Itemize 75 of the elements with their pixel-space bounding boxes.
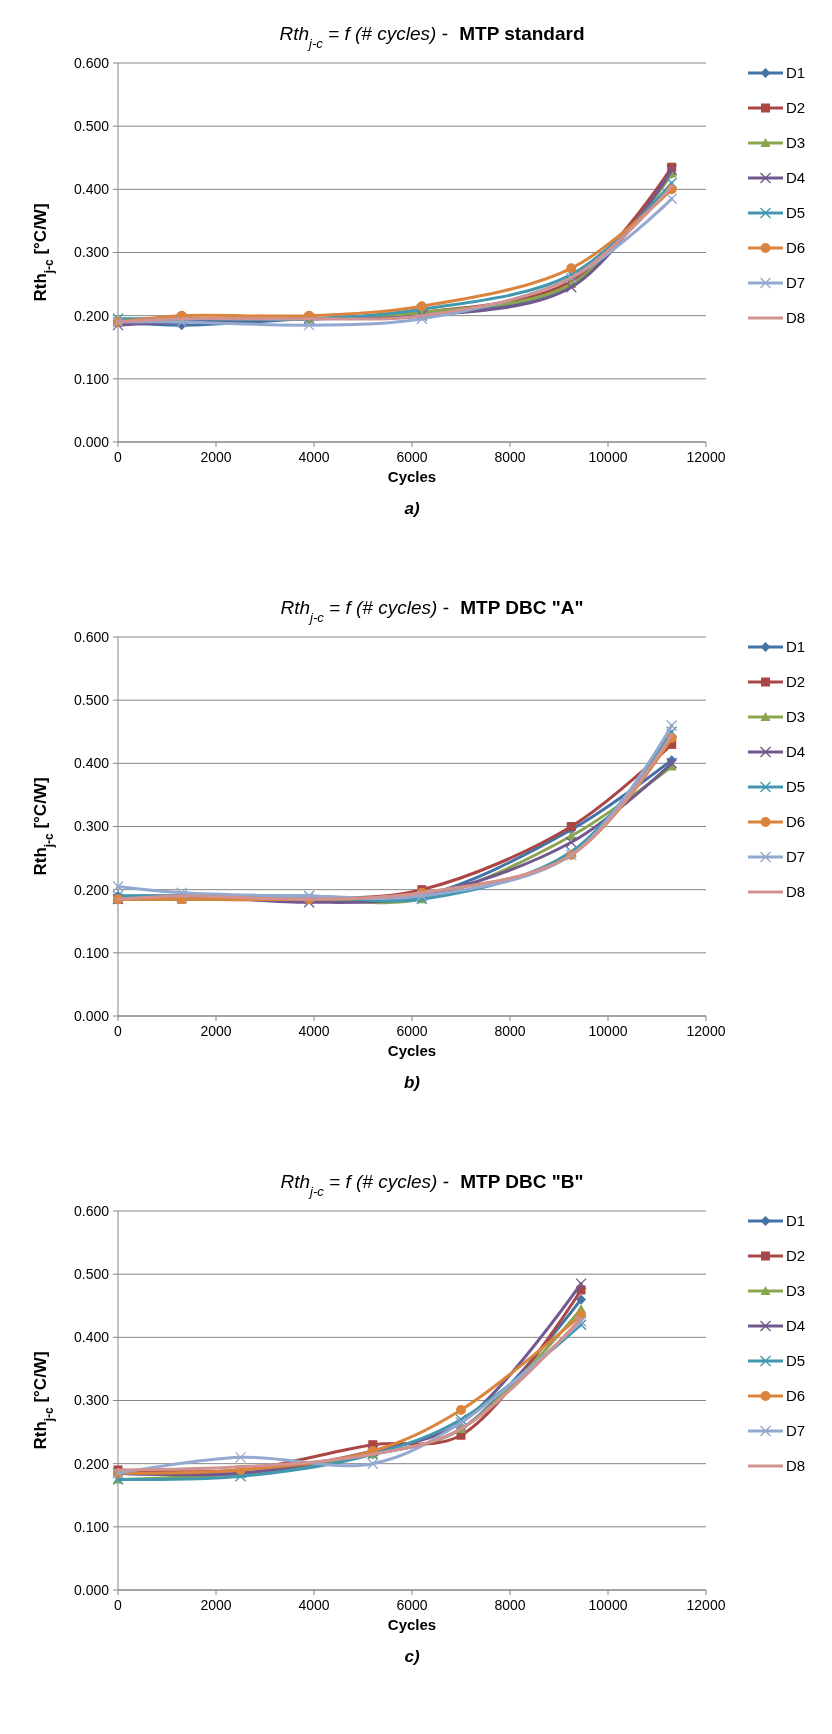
legend-label: D4 (786, 169, 806, 187)
y-tick-label: 0.200 (73, 307, 110, 324)
legend-label: D7 (786, 274, 806, 292)
y-tick-label: 0.600 (73, 628, 110, 645)
x-tick-label: 4000 (298, 449, 330, 465)
legend-label: D5 (786, 204, 806, 222)
x-tick-label: 2000 (200, 1023, 232, 1039)
y-tick-label: 0.500 (73, 692, 110, 709)
y-tick-label: 0.100 (73, 944, 110, 961)
x-tick-label: 10000 (588, 1023, 628, 1039)
chart-title: Rth$_{j-c}$ = f (# cycles) - MTP DBC "A" (280, 597, 584, 625)
x-tick-label: 12000 (686, 449, 726, 465)
x-tick-label: 6000 (396, 1597, 428, 1613)
y-tick-label: 0.000 (73, 1581, 110, 1598)
y-tick-label: 0.300 (73, 818, 110, 835)
chart-title: Rth$_{j-c}$ = f (# cycles) - MTP standard (279, 23, 585, 51)
y-tick-label: 0.300 (73, 1392, 110, 1409)
legend-label: D8 (786, 883, 806, 901)
x-tick-label: 4000 (298, 1023, 330, 1039)
text: c) (404, 1647, 420, 1666)
x-axis-title: Cycles (387, 1616, 437, 1633)
y-tick-label: 0.400 (73, 181, 110, 198)
chart-title: Rth$_{j-c}$ = f (# cycles) - MTP DBC "B" (280, 1171, 584, 1199)
x-tick-label: 6000 (396, 449, 428, 465)
legend-label: D2 (786, 99, 806, 117)
y-tick-label: 0.400 (73, 1329, 110, 1346)
legend-label: D1 (786, 64, 806, 82)
x-tick-label: 6000 (396, 1023, 428, 1039)
text: a) (404, 499, 420, 518)
x-tick-label: 0 (114, 1023, 123, 1039)
x-tick-label: 2000 (200, 1597, 232, 1613)
legend-label: D2 (786, 1247, 806, 1265)
x-tick-label: 8000 (494, 1597, 526, 1613)
y-tick-label: 0.200 (73, 1455, 110, 1472)
legend-label: D8 (786, 1457, 806, 1475)
x-tick-label: 10000 (588, 1597, 628, 1613)
legend-label: D4 (786, 1317, 806, 1335)
legend-label: D3 (786, 708, 806, 726)
x-tick-label: 0 (114, 1597, 123, 1613)
y-tick-label: 0.000 (73, 1007, 110, 1024)
y-tick-label: 0.300 (73, 244, 110, 261)
legend-label: D7 (786, 1422, 806, 1440)
legend-label: D6 (786, 813, 806, 831)
x-tick-label: 8000 (494, 449, 526, 465)
legend-label: D1 (786, 1212, 806, 1230)
x-tick-label: 0 (114, 449, 123, 465)
y-tick-label: 0.600 (73, 1202, 110, 1219)
legend-label: D2 (786, 673, 806, 691)
y-tick-label: 0.500 (73, 118, 110, 135)
x-axis-title: Cycles (387, 1042, 437, 1059)
x-tick-label: 12000 (686, 1597, 726, 1613)
y-tick-label: 0.400 (73, 755, 110, 772)
legend-label: D4 (786, 743, 806, 761)
legend-label: D1 (786, 638, 806, 656)
y-tick-label: 0.500 (73, 1266, 110, 1283)
x-tick-label: 4000 (298, 1597, 330, 1613)
y-tick-label: 0.200 (73, 881, 110, 898)
x-tick-label: 10000 (588, 449, 628, 465)
legend-label: D8 (786, 309, 806, 327)
legend-label: D6 (786, 1387, 806, 1405)
legend-label: D6 (786, 239, 806, 257)
x-tick-label: 8000 (494, 1023, 526, 1039)
y-tick-label: 0.600 (73, 54, 110, 71)
y-tick-label: 0.000 (73, 433, 110, 450)
text: b) (403, 1073, 421, 1092)
x-tick-label: 12000 (686, 1023, 726, 1039)
x-tick-label: 2000 (200, 449, 232, 465)
legend-label: D5 (786, 1352, 806, 1370)
x-axis-title: Cycles (387, 468, 437, 485)
y-tick-label: 0.100 (73, 370, 110, 387)
legend-label: D3 (786, 134, 806, 152)
legend-label: D7 (786, 848, 806, 866)
legend-label: D5 (786, 778, 806, 796)
legend-label: D3 (786, 1282, 806, 1300)
y-tick-label: 0.100 (73, 1518, 110, 1535)
